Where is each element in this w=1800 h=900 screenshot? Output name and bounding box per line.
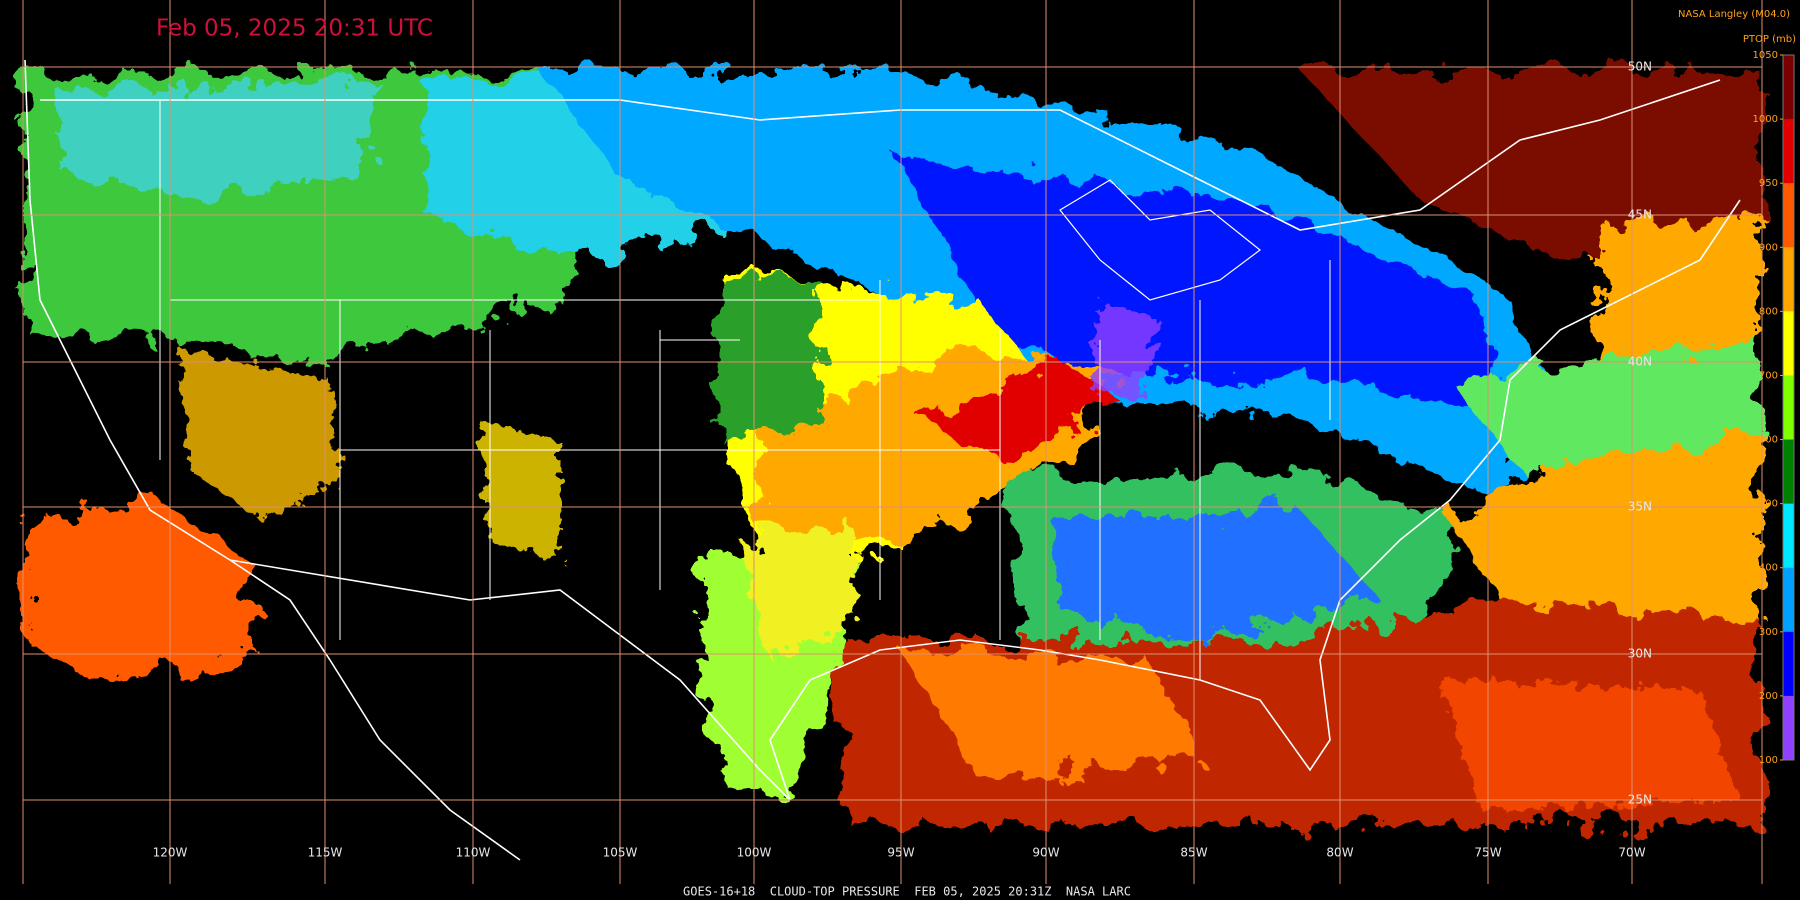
cloud-field bbox=[25, 70, 1760, 825]
longitude-label: 90W bbox=[1032, 846, 1059, 860]
cloud-area bbox=[180, 350, 340, 520]
longitude-label: 105W bbox=[603, 846, 638, 860]
border-line bbox=[229, 559, 791, 801]
credit: NASA Langley (M04.0) bbox=[1678, 9, 1790, 20]
colorbar-label: 600 bbox=[1759, 435, 1778, 446]
cloud-speckle bbox=[180, 300, 1740, 810]
colorbar-label: 100 bbox=[1759, 755, 1778, 766]
colorbar-label: 800 bbox=[1759, 306, 1778, 317]
longitude-label: 85W bbox=[1180, 846, 1207, 860]
legend-title: PTOP (mb) bbox=[1743, 34, 1796, 45]
colorbar-segment bbox=[1783, 119, 1794, 184]
colorbar-segment bbox=[1783, 567, 1794, 633]
footer: GOES-16+18 CLOUD-TOP PRESSURE FEB 05, 20… bbox=[683, 885, 1131, 899]
colorbar-label: 900 bbox=[1759, 242, 1778, 253]
colorbar-label: 400 bbox=[1759, 563, 1778, 574]
cloud-area bbox=[740, 520, 860, 660]
colorbar-label: 1000 bbox=[1753, 114, 1778, 125]
coastline bbox=[769, 199, 1741, 801]
graticule: 120W 115W 110W 105W 100W 95W 90W 85W 80W 75W 70W 50… bbox=[22, 0, 1763, 884]
longitude-label: 120W bbox=[153, 846, 188, 860]
cloud-area bbox=[1050, 510, 1380, 640]
longitude-label: 95W bbox=[887, 846, 914, 860]
cloud-area bbox=[480, 420, 560, 560]
colorbar-label: 500 bbox=[1759, 499, 1778, 510]
longitude-label: 80W bbox=[1326, 846, 1353, 860]
longitude-label: 115W bbox=[308, 846, 343, 860]
longitude-label: 100W bbox=[737, 846, 772, 860]
timestamp: Feb 05, 2025 20:31 UTC bbox=[156, 16, 433, 42]
cloud-area bbox=[25, 500, 250, 680]
colorbar-frame bbox=[1782, 54, 1795, 761]
state-lines bbox=[159, 100, 1331, 680]
cloud-area bbox=[1450, 340, 1760, 470]
latitude-label: 40N bbox=[1628, 355, 1652, 369]
colorbar-segment bbox=[1783, 55, 1794, 120]
cloud-area bbox=[720, 280, 820, 440]
cloud-area bbox=[900, 160, 1500, 420]
cloud-area bbox=[1090, 300, 1160, 400]
borders bbox=[24, 59, 1741, 861]
colorbar-label: 300 bbox=[1759, 627, 1778, 638]
colorbar-segment bbox=[1783, 375, 1794, 441]
colorbar-segment bbox=[1783, 183, 1794, 248]
legend: 1050 1000 950 900 800 700 600 500 400 300 200 100 bbox=[1753, 50, 1795, 766]
cloud-area bbox=[920, 360, 1120, 460]
colorbar-label: 200 bbox=[1759, 691, 1778, 702]
latitude-label: 45N bbox=[1628, 208, 1652, 222]
colorbar-segment bbox=[1783, 695, 1794, 761]
longitude-label: 70W bbox=[1618, 846, 1645, 860]
colorbar-segment bbox=[1783, 503, 1794, 569]
longitude-label: 75W bbox=[1474, 846, 1501, 860]
colorbar-label: 1050 bbox=[1753, 50, 1778, 61]
cloud-area bbox=[60, 80, 380, 200]
longitude-label: 110W bbox=[456, 846, 491, 860]
lake-outline bbox=[1059, 179, 1261, 301]
border-line bbox=[40, 79, 1721, 231]
cloud-area bbox=[1440, 680, 1740, 810]
colorbar-segment bbox=[1783, 311, 1794, 376]
colorbar-label: 950 bbox=[1759, 178, 1778, 189]
latitude-label: 50N bbox=[1628, 60, 1652, 74]
cloud-area bbox=[900, 650, 1200, 780]
latitude-label: 35N bbox=[1628, 500, 1652, 514]
colorbar-label: 700 bbox=[1759, 370, 1778, 381]
latitude-label: 30N bbox=[1628, 647, 1652, 661]
colorbar-segment bbox=[1783, 631, 1794, 697]
colorbar-segment bbox=[1783, 439, 1794, 505]
coastline bbox=[24, 59, 521, 861]
latitude-label: 25N bbox=[1628, 793, 1652, 807]
colorbar-segment bbox=[1783, 247, 1794, 312]
